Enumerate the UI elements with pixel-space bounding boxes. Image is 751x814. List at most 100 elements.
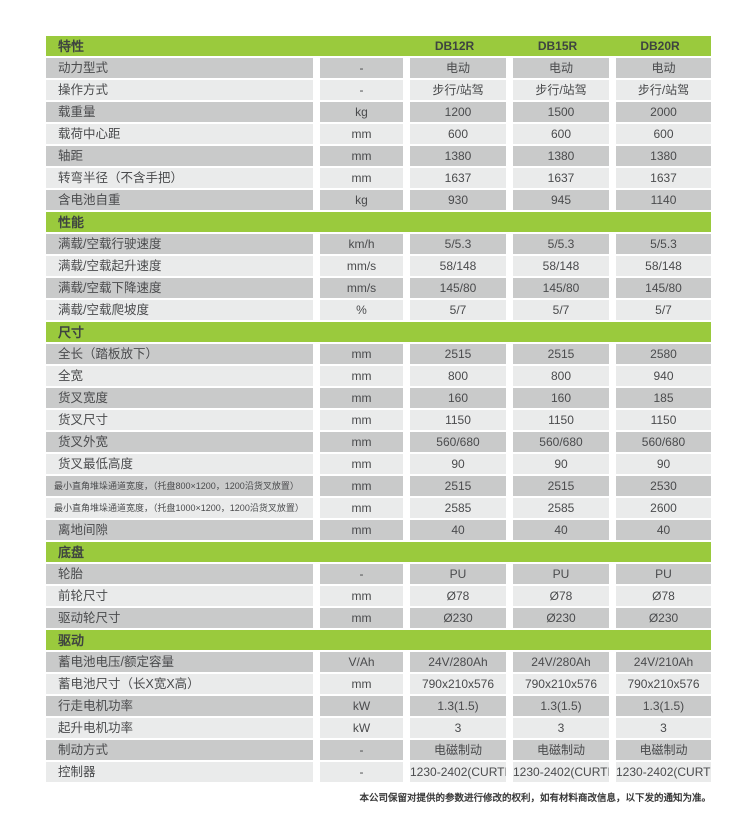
row-value-db20r: 5/5.3 — [609, 232, 711, 254]
row-value-db12r: 5/5.3 — [403, 232, 506, 254]
row-value-db20r: 3 — [609, 716, 711, 738]
row-value-db15r: 5/5.3 — [506, 232, 609, 254]
row-value-db15r: 145/80 — [506, 276, 609, 298]
spec-row: 载荷中心距 mm 600 600 600 — [46, 122, 711, 144]
spec-row: 货叉外宽 mm 560/680 560/680 560/680 — [46, 430, 711, 452]
spec-row: 货叉宽度 mm 160 160 185 — [46, 386, 711, 408]
spec-row: 离地间隙 mm 40 40 40 — [46, 518, 711, 540]
row-unit: mm — [313, 122, 403, 144]
row-unit: mm — [313, 166, 403, 188]
row-value-db15r: 2515 — [506, 342, 609, 364]
row-value-db15r: 24V/280Ah — [506, 650, 609, 672]
spec-row: 满载/空载行驶速度 km/h 5/5.3 5/5.3 5/5.3 — [46, 232, 711, 254]
row-unit: % — [313, 298, 403, 320]
row-value-db20r: 2600 — [609, 496, 711, 518]
row-label: 操作方式 — [46, 78, 313, 100]
spec-row: 满载/空载下降速度 mm/s 145/80 145/80 145/80 — [46, 276, 711, 298]
row-label: 载荷中心距 — [46, 122, 313, 144]
row-value-db12r: 40 — [403, 518, 506, 540]
row-value-db20r: 2580 — [609, 342, 711, 364]
row-value-db20r: 940 — [609, 364, 711, 386]
row-value-db20r: 1637 — [609, 166, 711, 188]
row-value-db20r: 1150 — [609, 408, 711, 430]
row-value-db15r: 电动 — [506, 56, 609, 78]
spec-row: 轮胎 - PU PU PU — [46, 562, 711, 584]
section-title: 尺寸 — [46, 320, 711, 342]
row-unit: - — [313, 562, 403, 584]
row-unit: - — [313, 56, 403, 78]
spec-row: 轴距 mm 1380 1380 1380 — [46, 144, 711, 166]
row-value-db20r: 790x210x576 — [609, 672, 711, 694]
row-unit: mm/s — [313, 254, 403, 276]
row-label: 转弯半径（不含手把） — [46, 166, 313, 188]
row-value-db15r: 40 — [506, 518, 609, 540]
spec-row: 蓄电池尺寸（长X宽X高） mm 790x210x576 790x210x576 790x… — [46, 672, 711, 694]
spec-row: 制动方式 - 电磁制动 电磁制动 电磁制动 — [46, 738, 711, 760]
row-unit: - — [313, 738, 403, 760]
row-value-db15r: 1637 — [506, 166, 609, 188]
spec-row: 最小直角堆垛通道宽度，（托盘1000×1200，1200沿货叉放置） mm 2585… — [46, 496, 711, 518]
row-label: 满载/空载爬坡度 — [46, 298, 313, 320]
row-value-db20r: Ø78 — [609, 584, 711, 606]
row-value-db12r: Ø230 — [403, 606, 506, 628]
row-unit: kg — [313, 188, 403, 210]
section-header-row: 尺寸 — [46, 320, 711, 342]
row-value-db20r: 2530 — [609, 474, 711, 496]
row-value-db20r: 58/148 — [609, 254, 711, 276]
row-value-db15r: 2515 — [506, 474, 609, 496]
row-unit: - — [313, 78, 403, 100]
row-value-db20r: 1230-2402(CURTIS) — [609, 760, 711, 782]
row-label: 动力型式 — [46, 56, 313, 78]
row-label: 货叉外宽 — [46, 430, 313, 452]
row-value-db15r: 560/680 — [506, 430, 609, 452]
row-value-db12r: 560/680 — [403, 430, 506, 452]
row-label: 蓄电池尺寸（长X宽X高） — [46, 672, 313, 694]
row-unit: mm/s — [313, 276, 403, 298]
row-value-db20r: 40 — [609, 518, 711, 540]
row-label: 轴距 — [46, 144, 313, 166]
row-value-db20r: 1.3(1.5) — [609, 694, 711, 716]
row-value-db15r: 3 — [506, 716, 609, 738]
section-header-row: 底盘 — [46, 540, 711, 562]
row-value-db15r: 2585 — [506, 496, 609, 518]
spec-row: 行走电机功率 kW 1.3(1.5) 1.3(1.5) 1.3(1.5) — [46, 694, 711, 716]
row-label: 制动方式 — [46, 738, 313, 760]
row-value-db12r: 90 — [403, 452, 506, 474]
row-value-db20r: 1380 — [609, 144, 711, 166]
spec-row: 满载/空载起升速度 mm/s 58/148 58/148 58/148 — [46, 254, 711, 276]
row-value-db12r: 930 — [403, 188, 506, 210]
row-value-db20r: 步行/站驾 — [609, 78, 711, 100]
row-unit: mm — [313, 342, 403, 364]
row-value-db15r: 1150 — [506, 408, 609, 430]
row-value-db12r: 2585 — [403, 496, 506, 518]
spec-row: 前轮尺寸 mm Ø78 Ø78 Ø78 — [46, 584, 711, 606]
row-value-db12r: 800 — [403, 364, 506, 386]
spec-row: 满载/空载爬坡度% 5/7 5/7 5/7 — [46, 298, 711, 320]
row-value-db15r: 945 — [506, 188, 609, 210]
row-unit: mm — [313, 430, 403, 452]
section-title: 性能 — [46, 210, 711, 232]
feature-header-cell: 特性 — [46, 36, 313, 56]
row-label: 起升电机功率 — [46, 716, 313, 738]
model-header-db12r: DB12R — [403, 36, 506, 56]
spec-table-body: 动力型式 - 电动 电动 电动 操作方式 - 步行/站驾 步行/站驾 步行/站驾 载重量 kg 1200… — [46, 56, 711, 782]
section-header-row: 性能 — [46, 210, 711, 232]
section-title: 驱动 — [46, 628, 711, 650]
row-unit: mm — [313, 408, 403, 430]
spec-sheet: 特性 DB12R DB15R DB20R 动力型式 - 电动 电动 电动 操作方式 - 步行/… — [46, 36, 711, 782]
row-unit: mm — [313, 452, 403, 474]
row-label: 全长（踏板放下） — [46, 342, 313, 364]
row-label: 满载/空载下降速度 — [46, 276, 313, 298]
row-value-db12r: 步行/站驾 — [403, 78, 506, 100]
row-unit: kg — [313, 100, 403, 122]
row-value-db15r: Ø230 — [506, 606, 609, 628]
row-value-db20r: 90 — [609, 452, 711, 474]
spec-row: 动力型式 - 电动 电动 电动 — [46, 56, 711, 78]
spec-row: 货叉尺寸 mm 1150 1150 1150 — [46, 408, 711, 430]
row-label: 满载/空载起升速度 — [46, 254, 313, 276]
unit-header-cell — [313, 36, 403, 56]
spec-row: 起升电机功率 kW 3 3 3 — [46, 716, 711, 738]
row-value-db15r: 5/7 — [506, 298, 609, 320]
spec-row: 全长（踏板放下） mm 2515 2515 2580 — [46, 342, 711, 364]
row-value-db12r: 58/148 — [403, 254, 506, 276]
